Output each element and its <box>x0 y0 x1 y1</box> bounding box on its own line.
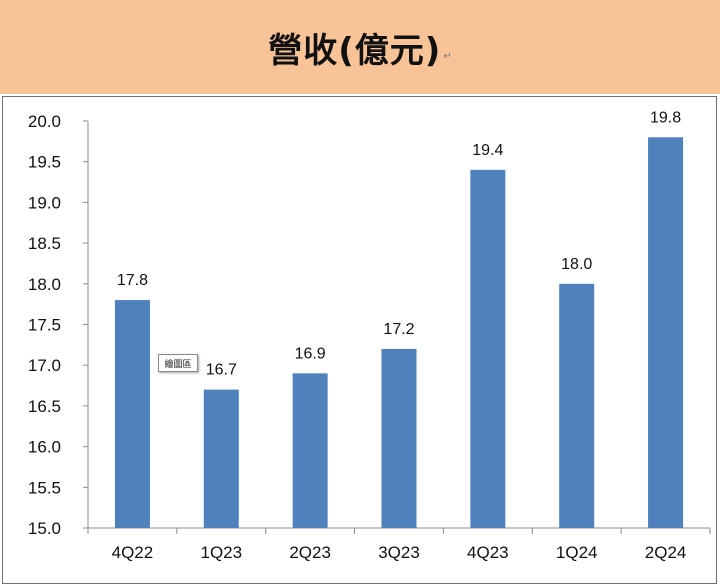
bars <box>114 137 684 528</box>
data-labels: 17.8 16.7 16.9 17.2 19.4 18.0 19.8 <box>117 109 681 378</box>
bar-4q22 <box>114 300 150 528</box>
y-tick-labels: 15.0 15.5 16.0 16.5 17.0 17.5 18.0 18.5 19.0 19.5… <box>28 112 61 538</box>
y-tick-label: 18.5 <box>28 234 61 253</box>
bar-2q23 <box>292 373 328 528</box>
y-tick-label: 19.5 <box>28 153 61 172</box>
paragraph-mark-icon: ↵ <box>443 50 452 62</box>
x-tick-label: 4Q23 <box>467 543 509 562</box>
x-tick-label: 4Q22 <box>112 543 154 562</box>
y-tick-label: 18.0 <box>28 275 61 294</box>
bar-3q23 <box>381 348 417 528</box>
chart-title-band: 營收(億元) ↵ <box>0 0 720 94</box>
y-tick-label: 16.0 <box>28 438 61 457</box>
x-tick-labels: 4Q22 1Q23 2Q23 3Q23 4Q23 1Q24 2Q24 <box>112 543 687 562</box>
bar-4q23 <box>470 169 506 528</box>
bar-2q24 <box>648 137 684 528</box>
data-label: 18.0 <box>561 256 592 273</box>
y-tick-label: 17.5 <box>28 316 61 335</box>
data-label: 17.8 <box>117 272 148 289</box>
x-tick-label: 1Q24 <box>556 543 598 562</box>
data-label: 16.7 <box>206 362 237 379</box>
data-label: 17.2 <box>383 321 414 338</box>
y-tick-label: 15.0 <box>28 519 61 538</box>
bar-1q23 <box>203 389 239 528</box>
y-tick-label: 19.0 <box>28 193 61 212</box>
y-tick-label: 20.0 <box>28 112 61 131</box>
x-tick-label: 2Q24 <box>645 543 687 562</box>
x-tick-label: 2Q23 <box>289 543 331 562</box>
x-tick-label: 3Q23 <box>378 543 420 562</box>
chart-title: 營收(億元) <box>268 30 442 71</box>
bar-1q24 <box>559 283 595 528</box>
data-label: 16.9 <box>295 345 326 362</box>
x-tick-label: 1Q23 <box>200 543 242 562</box>
data-label: 19.4 <box>472 142 503 159</box>
y-tick-label: 15.5 <box>28 478 61 497</box>
data-label: 19.8 <box>650 109 681 126</box>
plot-area-tooltip: 繪圖區 <box>158 354 198 372</box>
y-tick-label: 16.5 <box>28 397 61 416</box>
y-tick-label: 17.0 <box>28 356 61 375</box>
